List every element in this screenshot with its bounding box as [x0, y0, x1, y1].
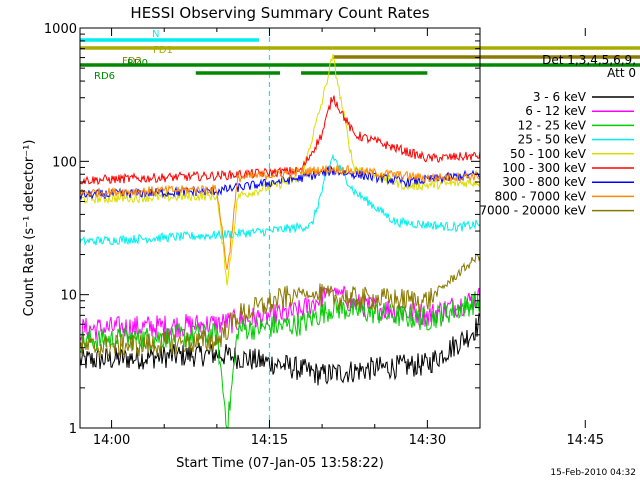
- chart-title: HESSI Observing Summary Count Rates: [130, 4, 429, 22]
- series-line-12-25-kev: [79, 290, 481, 429]
- plot-frame: [79, 27, 481, 429]
- legend-header-0: Det 1,3,4,5,6,9,: [542, 53, 636, 67]
- series-line-3-6-kev: [79, 312, 481, 386]
- series-line-800-7000-kev: [79, 164, 481, 270]
- legend-label-300-800-kev: 300 - 800 keV: [502, 175, 586, 189]
- y-axis-label: Count Rate (s⁻¹ detector⁻¹): [22, 140, 37, 317]
- series-line-100-300-kev: [79, 95, 481, 186]
- legend-label-25-50-kev: 25 - 50 keV: [518, 133, 587, 147]
- legend-label-800-7000-kev: 800 - 7000 keV: [495, 189, 587, 203]
- series-line-25-50-kev: [79, 153, 481, 247]
- flag-label-n: N: [152, 29, 159, 40]
- series-lines: [79, 54, 481, 429]
- footer-date: 15-Feb-2010 04:32: [550, 468, 636, 478]
- legend-label-3-6-kev: 3 - 6 keV: [533, 90, 587, 104]
- flag-label-rd6: RD6: [94, 71, 115, 82]
- legend-label-6-12-kev: 6 - 12 keV: [525, 104, 587, 118]
- x-tick-label-14-00: 14:00: [93, 433, 130, 448]
- legend-label-12-25-kev: 12 - 25 keV: [518, 118, 587, 132]
- y-tick-label-100: 100: [52, 155, 77, 170]
- x-tick-label-14-45: 14:45: [567, 433, 604, 448]
- y-tick-label-1: 1: [69, 422, 77, 437]
- legend-label-50-100-kev: 50 - 100 keV: [510, 147, 587, 161]
- y-tick-label-1000: 1000: [44, 22, 77, 37]
- x-tick-label-14-15: 14:15: [251, 433, 288, 448]
- flag-label-fd2: FD2: [122, 56, 142, 67]
- y-tick-label-10: 10: [60, 289, 77, 304]
- x-axis-label: Start Time (07-Jan-05 13:58:22): [176, 456, 384, 471]
- series-line-50-100-kev: [79, 54, 481, 286]
- series-line-6-12-kev: [79, 285, 481, 342]
- y-axis: 1 10 100 1000: [44, 22, 480, 437]
- flag-label-fd1: FD1: [153, 45, 173, 56]
- flag-label-rd0: RD0: [127, 58, 148, 69]
- x-tick-label-14-30: 14:30: [409, 433, 446, 448]
- series-line-7000-20000-kev: [79, 253, 481, 358]
- legend-label-7000-20000-kev: 7000 - 20000 keV: [479, 204, 586, 218]
- legend-header-1: Att 0: [607, 66, 636, 80]
- series-line-300-800-kev: [79, 165, 481, 201]
- legend-label-100-300-kev: 100 - 300 keV: [502, 161, 586, 175]
